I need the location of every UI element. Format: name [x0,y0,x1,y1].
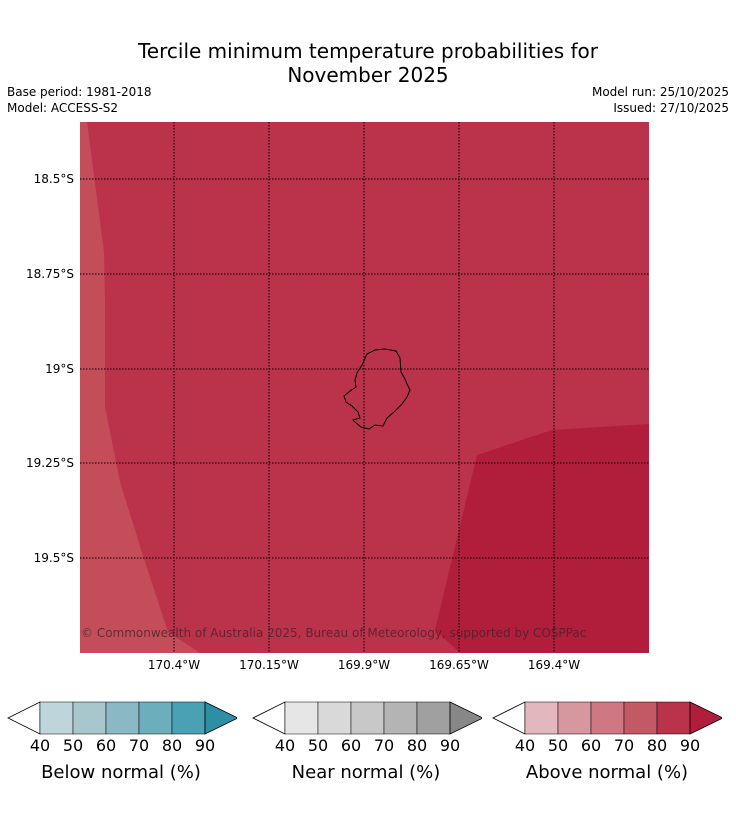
lon-label-2: 170.15°W [239,658,299,672]
legend-label-above: Above normal (%) [525,762,689,783]
colorbar-swatch [105,701,140,735]
tick: 90 [679,736,701,755]
lon-label-1: 170.4°W [147,658,201,672]
tick: 70 [128,736,150,755]
tick: 60 [95,736,117,755]
colorbar-above-ticks: 40 50 60 70 80 90 [492,736,722,756]
tick: 90 [439,736,461,755]
map-svg[interactable] [80,122,649,653]
model-run: Model run: 25/10/2025 [591,85,729,99]
meta-left: Base period: 1981-2018 Model: ACCESS-S2 [7,84,152,116]
tick: 40 [514,736,536,755]
title-line-2: November 2025 [287,63,449,87]
colorbar-near-ticks: 40 50 60 70 80 90 [252,736,482,756]
issued-date: Issued: 27/10/2025 [613,101,729,115]
colorbar-swatch [590,701,625,735]
tick: 80 [161,736,183,755]
colorbar-swatch [284,701,319,735]
colorbar-above-swatches [492,701,722,735]
colorbar-swatch [623,701,658,735]
tick: 60 [580,736,602,755]
graticule [80,122,649,653]
colorbar-swatch [524,701,559,735]
lat-label-5: 19.5°S [33,551,74,565]
colorbar-min-arrow [492,701,526,735]
colorbar-below-ticks: 40 50 60 70 80 90 [7,736,237,756]
tick: 40 [29,736,51,755]
colorbar-min-arrow [252,701,286,735]
colorbar-swatch [72,701,107,735]
lat-label-4: 19.25°S [26,456,74,470]
model-name: Model: ACCESS-S2 [7,101,119,115]
lat-label-3: 19°S [45,362,74,376]
lon-label-5: 169.4°W [527,658,581,672]
title-line-1: Tercile minimum temperature probabilitie… [137,39,599,63]
lon-label-3: 169.9°W [337,658,391,672]
tick: 70 [373,736,395,755]
colorbar-swatch [656,701,691,735]
colorbar-swatch [171,701,206,735]
tick: 80 [646,736,668,755]
colorbar-swatch [317,701,352,735]
colorbar-below-swatches [7,701,237,735]
base-period: Base period: 1981-2018 [7,85,152,99]
lon-label-4: 169.65°W [429,658,489,672]
colorbar-above-normal: 40 50 60 70 80 90 [492,700,722,756]
tick: 50 [307,736,329,755]
tick: 60 [340,736,362,755]
copyright-notice: © Commonwealth of Australia 2025, Bureau… [81,626,587,640]
colorbar-below-normal: 40 50 60 70 80 90 [7,700,237,756]
chart-title: Tercile minimum temperature probabilitie… [0,39,736,87]
tick: 70 [613,736,635,755]
colorbar-near-normal: 40 50 60 70 80 90 [252,700,482,756]
colorbar-near-swatches [252,701,482,735]
lat-label-2: 18.75°S [26,267,74,281]
meta-right: Model run: 25/10/2025 Issued: 27/10/2025 [592,84,729,116]
map-panel[interactable] [80,122,649,653]
colorbar-swatch [383,701,418,735]
niue-coastline [343,348,411,430]
tick: 80 [406,736,428,755]
tick: 50 [62,736,84,755]
region-above-70-80 [80,122,200,653]
tick: 90 [194,736,216,755]
colorbar-swatch [416,701,451,735]
colorbar-swatch [138,701,173,735]
legend-label-below: Below normal (%) [41,762,201,783]
region-above-90 [435,424,649,653]
colorbar-max-arrow [689,701,722,735]
legend-label-near: Near normal (%) [291,762,441,783]
colorbar-min-arrow [7,701,41,735]
colorbar-swatch [557,701,592,735]
colorbar-max-arrow [449,701,482,735]
tick: 50 [547,736,569,755]
tick: 40 [274,736,296,755]
lat-label-1: 18.5°S [33,172,74,186]
colorbar-swatch [350,701,385,735]
colorbar-swatch [39,701,74,735]
colorbar-max-arrow [204,701,237,735]
